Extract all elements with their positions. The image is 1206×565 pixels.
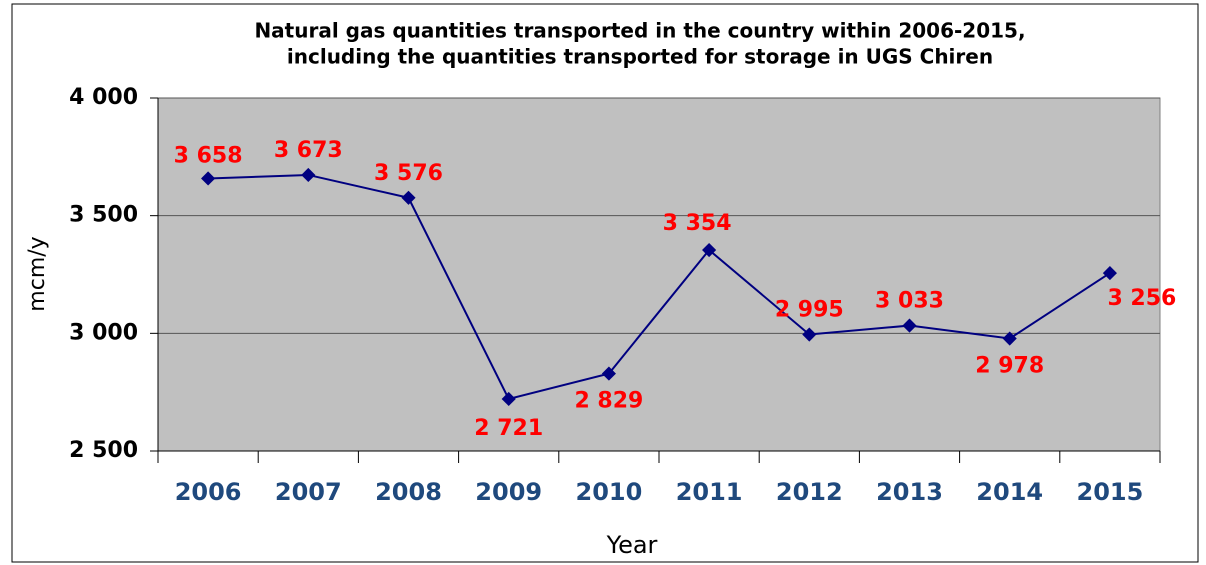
y-tick-label: 4 000 [69,85,138,110]
data-label: 3 256 [1107,286,1176,311]
x-axis-label: Year [606,531,658,559]
data-label: 2 829 [574,389,643,414]
series-line [208,173,1111,401]
y-axis-label: mcm/y [25,236,50,311]
data-point [601,366,616,381]
data-point [1002,331,1017,346]
data-label: 3 673 [274,138,343,163]
data-label: 2 978 [975,354,1044,379]
chart-title: Natural gas quantities transported in th… [254,19,1025,43]
data-point [201,171,216,186]
data-point [902,318,917,333]
x-tick-label: 2014 [976,478,1043,506]
data-label: 3 658 [174,143,243,168]
x-tick-label: 2013 [876,478,943,506]
x-tick-label: 2007 [275,478,342,506]
data-label: 2 995 [775,298,844,323]
x-tick-label: 2012 [776,478,843,506]
y-tick-label: 3 500 [69,203,138,228]
chart-title: including the quantities transported for… [287,45,993,69]
data-point [702,242,717,258]
data-point [401,190,416,205]
data-point [301,167,316,183]
x-tick-label: 2015 [1077,478,1144,506]
data-point [1102,266,1117,281]
data-label: 2 721 [474,416,543,441]
data-label: 3 576 [374,161,443,186]
x-tick-label: 2010 [576,478,643,506]
y-tick-label: 3 000 [69,320,138,345]
data-label: 3 033 [875,289,944,314]
data-point [501,391,516,407]
data-label: 3 354 [663,211,732,236]
x-tick-label: 2006 [175,478,242,506]
data-point [802,327,817,342]
x-tick-label: 2009 [475,478,542,506]
x-tick-label: 2008 [375,478,442,506]
plot-area [157,97,1161,452]
x-tick-label: 2011 [676,478,743,506]
y-tick-label: 2 500 [69,438,138,463]
